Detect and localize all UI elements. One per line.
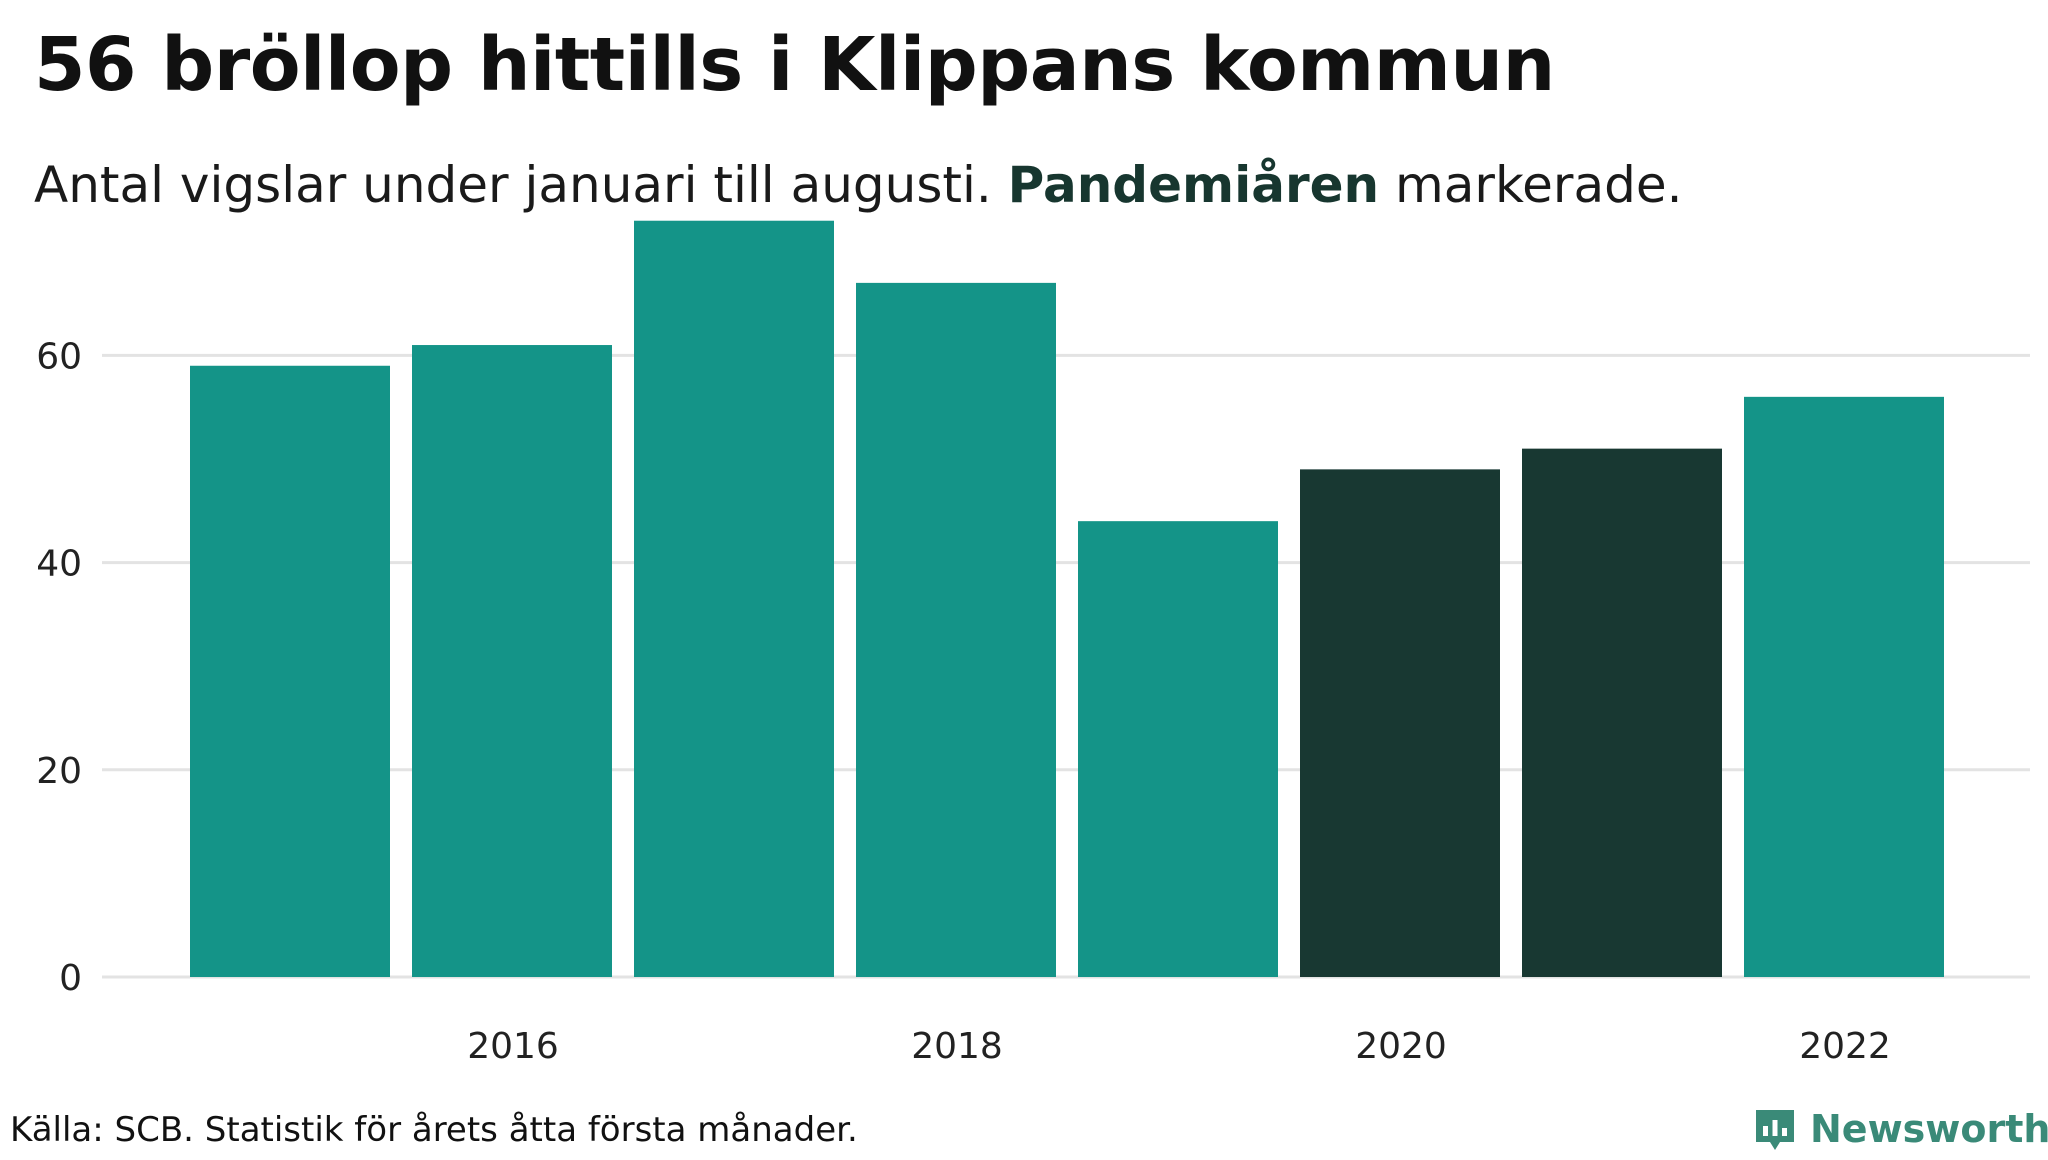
y-tick-label-60: 60 [36,336,82,377]
subtitle-text-before: Antal vigslar under januari till augusti… [34,156,1008,214]
newsworthy-logo-text: Newsworthy [1810,1107,2048,1151]
source-note: Källa: SCB. Statistik för årets åtta för… [10,1110,858,1150]
bar-2021[interactable] [1522,448,1722,977]
y-tick-label-20: 20 [36,751,82,792]
x-tick-label-2022: 2022 [1799,1026,1891,1067]
bar-chart: 0 20 40 60 2016 2018 2020 2022 [36,220,2030,1067]
grid-layer [102,353,2030,979]
subtitle-text-after: markerade. [1379,156,1683,214]
chart-title: 56 bröllop hittills i Klippans kommun [34,22,1555,108]
y-tick-label-40: 40 [36,544,82,585]
bar-2015[interactable] [190,365,390,977]
x-tick-label-2018: 2018 [911,1026,1003,1067]
newsworthy-logo-icon [1756,1110,1794,1150]
bar-2017[interactable] [634,220,834,978]
axis-layer: 0 20 40 60 2016 2018 2020 2022 [36,336,1891,1067]
bar-2018[interactable] [856,282,1056,977]
subtitle-highlight-pandemic: Pandemiåren [1007,156,1380,214]
bars-layer [190,220,1944,978]
y-tick-label-0: 0 [59,958,82,999]
bar-2022[interactable] [1744,396,1944,978]
x-tick-label-2020: 2020 [1355,1026,1447,1067]
chart-subtitle: Antal vigslar under januari till augusti… [34,156,1682,214]
newsworthy-logo[interactable]: Newsworthy [1752,1098,2048,1160]
bar-2020[interactable] [1300,469,1500,977]
bar-2016[interactable] [412,345,612,977]
bar-2019[interactable] [1078,521,1278,977]
x-tick-label-2016: 2016 [467,1026,559,1067]
